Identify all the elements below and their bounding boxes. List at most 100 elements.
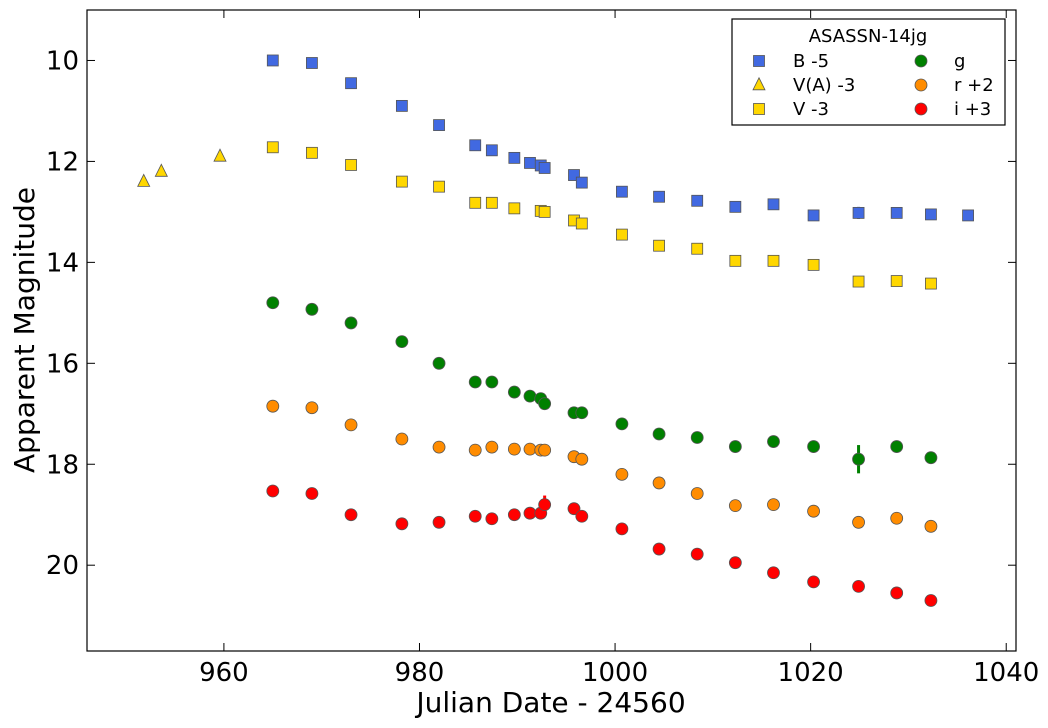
data-point-2-1 (306, 146, 318, 159)
data-point-0-4 (433, 119, 445, 131)
data-point-0-3 (395, 99, 408, 112)
axis-ticks: 960 980 1000 1020 1040 10 12 14 16 18 20 (46, 10, 1039, 688)
data-point-2-15 (729, 254, 742, 267)
data-point-5-13 (615, 522, 629, 536)
data-point-4-18 (807, 504, 820, 518)
legend-box (731, 18, 1006, 126)
y-tick-label-18: 18 (46, 450, 79, 480)
legend-label-4: r +2 (954, 75, 994, 96)
x-tick-label-1000: 1000 (582, 658, 648, 688)
data-point-5-17 (767, 566, 780, 580)
data-point-0-8 (524, 157, 536, 169)
data-point-2-6 (485, 196, 498, 209)
data-point-3-13 (615, 417, 629, 431)
x-tick-label-1040: 1040 (973, 658, 1039, 688)
data-point-2-19 (890, 275, 903, 287)
data-point-0-17 (767, 198, 780, 211)
legend-marker-1 (752, 76, 766, 91)
data-point-2-14 (691, 242, 704, 255)
data-point-5-20 (890, 586, 904, 600)
data-point-4-3 (395, 432, 409, 446)
series-1 (137, 148, 227, 187)
data-point-3-4 (432, 356, 446, 370)
data-point-4-1 (305, 401, 319, 415)
series-0 (266, 54, 974, 222)
data-point-3-20 (890, 440, 904, 453)
data-point-4-7 (507, 442, 521, 456)
data-point-5-7 (507, 508, 521, 522)
data-point-5-19 (852, 579, 865, 593)
data-point-4-10 (538, 443, 552, 457)
data-point-5-11 (567, 502, 581, 516)
data-point-1-0 (137, 173, 151, 187)
legend-title: ASASSN-14jg (809, 26, 928, 47)
data-points-layer (137, 54, 974, 607)
data-point-0-18 (807, 209, 820, 222)
x-axis-label: Julian Date - 24560 (414, 686, 685, 719)
y-tick-label-12: 12 (46, 147, 79, 177)
data-point-4-0 (266, 399, 280, 413)
data-point-2-11 (575, 217, 588, 230)
legend-marker-4 (914, 78, 928, 92)
data-point-4-20 (890, 511, 904, 525)
data-point-4-8 (523, 442, 537, 456)
data-point-3-8 (523, 389, 537, 403)
data-point-0-0 (266, 54, 279, 67)
series-2 (266, 141, 937, 290)
data-point-3-10 (538, 397, 552, 411)
y-tick-label-14: 14 (46, 248, 79, 278)
data-point-2-13 (653, 239, 665, 252)
data-point-3-17 (767, 435, 780, 448)
legend-marker-0 (753, 55, 765, 67)
legend: ASASSN-14jg B -5 V(A) -3 V -3 g r +2 i +3 (731, 18, 1006, 126)
data-point-5-0 (266, 484, 280, 498)
data-point-5-12 (575, 509, 589, 523)
data-point-3-2 (344, 316, 358, 330)
x-tick-label-1020: 1020 (778, 658, 844, 688)
data-point-3-14 (652, 427, 666, 441)
data-point-4-12 (575, 452, 589, 466)
series-3 (266, 296, 938, 474)
data-point-2-20 (925, 277, 937, 290)
data-point-2-17 (807, 258, 820, 271)
data-point-4-17 (767, 498, 780, 512)
data-point-5-3 (395, 517, 409, 531)
data-point-3-15 (690, 431, 704, 444)
data-point-2-9 (538, 205, 551, 218)
data-point-0-5 (469, 139, 482, 152)
data-point-4-13 (615, 467, 629, 481)
data-point-2-12 (616, 228, 628, 241)
data-point-4-14 (652, 476, 666, 490)
data-point-4-19 (852, 515, 865, 529)
data-point-3-18 (807, 440, 820, 453)
y-tick-label-16: 16 (46, 349, 79, 379)
data-point-2-5 (469, 196, 482, 209)
data-point-4-5 (468, 443, 482, 457)
series-4 (266, 399, 938, 533)
data-point-0-6 (485, 144, 498, 157)
data-point-4-2 (344, 418, 358, 432)
data-point-5-16 (728, 556, 742, 570)
legend-marker-3 (914, 54, 928, 68)
data-point-2-4 (433, 180, 445, 193)
data-point-5-8 (523, 506, 537, 520)
data-point-3-6 (485, 375, 499, 389)
legend-label-5: i +3 (954, 99, 991, 120)
data-point-5-21 (924, 594, 938, 607)
data-point-2-16 (767, 254, 780, 267)
data-point-2-0 (266, 141, 279, 154)
data-point-3-5 (468, 375, 482, 389)
data-point-0-20 (890, 206, 903, 219)
data-point-1-1 (154, 163, 168, 177)
data-point-5-6 (485, 512, 499, 526)
data-point-0-19 (852, 206, 865, 219)
data-point-4-6 (485, 440, 499, 454)
data-point-0-1 (306, 57, 318, 69)
data-point-0-21 (925, 208, 937, 221)
data-point-0-2 (345, 77, 357, 90)
data-point-4-4 (432, 440, 446, 454)
data-point-5-4 (432, 515, 446, 529)
data-point-4-15 (690, 487, 704, 500)
x-tick-label-980: 980 (395, 658, 445, 688)
